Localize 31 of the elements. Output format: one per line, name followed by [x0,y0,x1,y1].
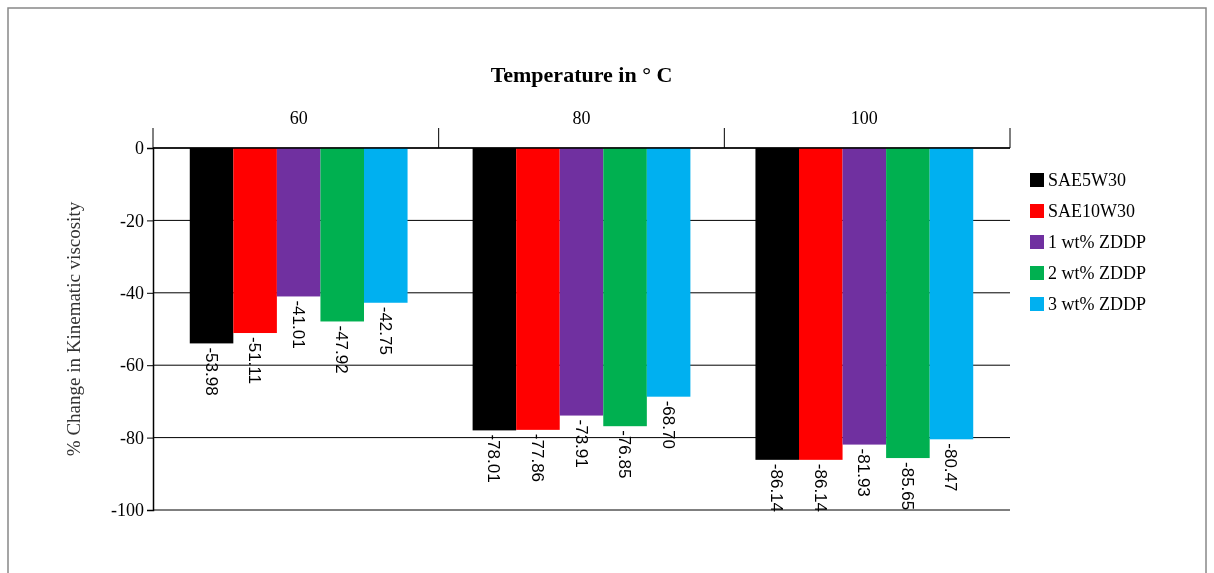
data-label: -53.98 [201,347,221,396]
data-label: -77.86 [527,433,547,483]
data-label: -68.70 [658,400,678,449]
data-label: -42.75 [375,306,395,355]
y-tick-label: 0 [135,138,144,159]
data-label: -86.14 [767,463,787,513]
legend-label: SAE10W30 [1048,201,1135,222]
y-tick-label: -20 [120,210,144,231]
data-label: -80.47 [941,443,961,492]
y-tick-label: -80 [120,427,144,448]
data-label: -86.14 [810,463,830,513]
legend-label: 1 wt% ZDDP [1048,232,1146,253]
data-label: -81.93 [854,448,874,497]
x-axis-title: Temperature in ° C [490,62,673,87]
data-label: -41.01 [288,300,308,349]
legend-label: 3 wt% ZDDP [1048,294,1146,315]
data-label: -47.92 [332,325,352,374]
data-label: -76.85 [615,430,635,479]
data-label: -78.01 [484,434,504,483]
data-label: -85.65 [897,462,917,511]
x-tick-label: 60 [289,108,308,128]
y-tick-label: -100 [111,500,144,521]
x-tick-label: 80 [572,108,591,128]
y-tick-label: -40 [120,283,144,304]
y-axis-title: % Change in Kinematic viscosity [63,201,84,457]
data-label: -73.91 [571,419,591,468]
data-label: -51.11 [245,337,265,384]
legend-label: SAE5W30 [1048,170,1126,191]
y-tick-label: -60 [120,355,144,376]
x-tick-label: 100 [850,108,878,128]
legend-label: 2 wt% ZDDP [1048,263,1146,284]
